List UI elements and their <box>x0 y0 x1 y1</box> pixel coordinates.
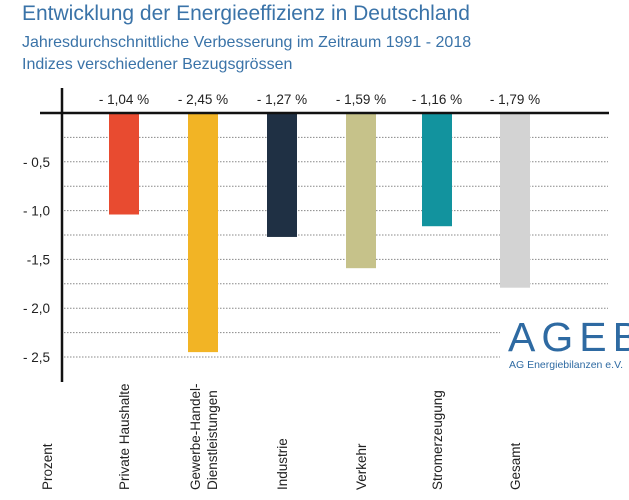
data-label: - 1,27 % <box>257 92 307 107</box>
x-tick-label: Gewerbe-Handel- <box>188 383 203 490</box>
chart-subtitle: Jahresdurchschnittliche Verbesserung im … <box>22 34 472 51</box>
x-tick-label: Stromerzeugung <box>430 390 445 490</box>
data-label: - 2,45 % <box>178 92 228 107</box>
x-tick-label-line2: Dienstleistungen <box>205 390 220 490</box>
bar-gesamt <box>500 113 530 288</box>
x-tick-label: Private Haushalte <box>117 383 132 490</box>
logo-text: AGEB <box>508 314 629 360</box>
logo-subtext: AG Energiebilanzen e.V. <box>509 359 624 371</box>
y-tick-label: - 2,5 <box>23 350 50 365</box>
bar-stromerzeugung <box>422 113 452 227</box>
data-label: - 1,16 % <box>412 92 462 107</box>
data-label: - 1,04 % <box>99 92 149 107</box>
data-label: - 1,59 % <box>336 92 386 107</box>
y-tick-label: - 0,5 <box>23 155 50 170</box>
x-tick-label: Verkehr <box>354 443 369 490</box>
x-tick-label: Industrie <box>275 438 290 490</box>
y-tick-label: - 1,0 <box>23 204 50 219</box>
bar-industrie <box>267 113 297 237</box>
data-label: - 1,79 % <box>490 92 540 107</box>
bar-private-haushalte <box>109 113 139 215</box>
bar-gewerbe-handel-dienstleistungen <box>188 113 218 353</box>
x-tick-label: Gesamt <box>508 442 523 490</box>
bar-verkehr <box>346 113 376 269</box>
y-axis-label: Prozent <box>40 443 55 490</box>
ageb-logo: AGEB AG Energiebilanzen e.V. <box>500 316 629 376</box>
chart-subtitle-2: Indizes verschiedener Bezugsgrössen <box>22 56 293 73</box>
y-tick-label: -1,5 <box>27 252 50 267</box>
y-tick-label: - 2,0 <box>23 301 50 316</box>
chart-title: Entwicklung der Energieeffizienz in Deut… <box>22 2 470 25</box>
